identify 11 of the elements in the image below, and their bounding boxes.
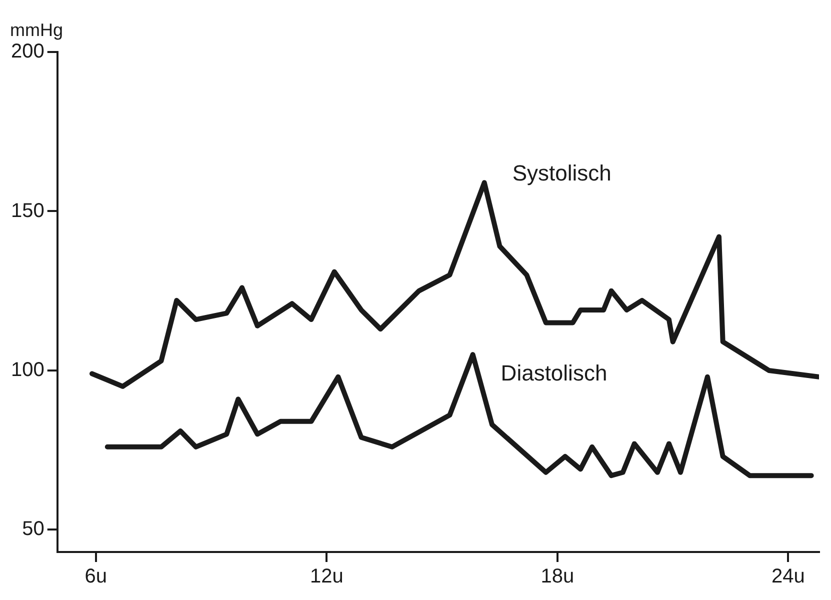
y-axis-title: mmHg [10,20,63,40]
x-tick-label: 24u [772,566,805,588]
y-tick-label: 200 [10,40,44,63]
x-tick-label: 12u [310,566,344,588]
y-tick-label: 50 [22,518,44,540]
series-label: Diastolisch [500,360,608,386]
x-tick-label: 6u [84,566,107,588]
x-tick-label: 18u [540,566,574,588]
y-tick-label: 100 [10,358,44,381]
y-tick-label: 150 [10,200,44,222]
series-label: Systolisch [512,160,612,186]
